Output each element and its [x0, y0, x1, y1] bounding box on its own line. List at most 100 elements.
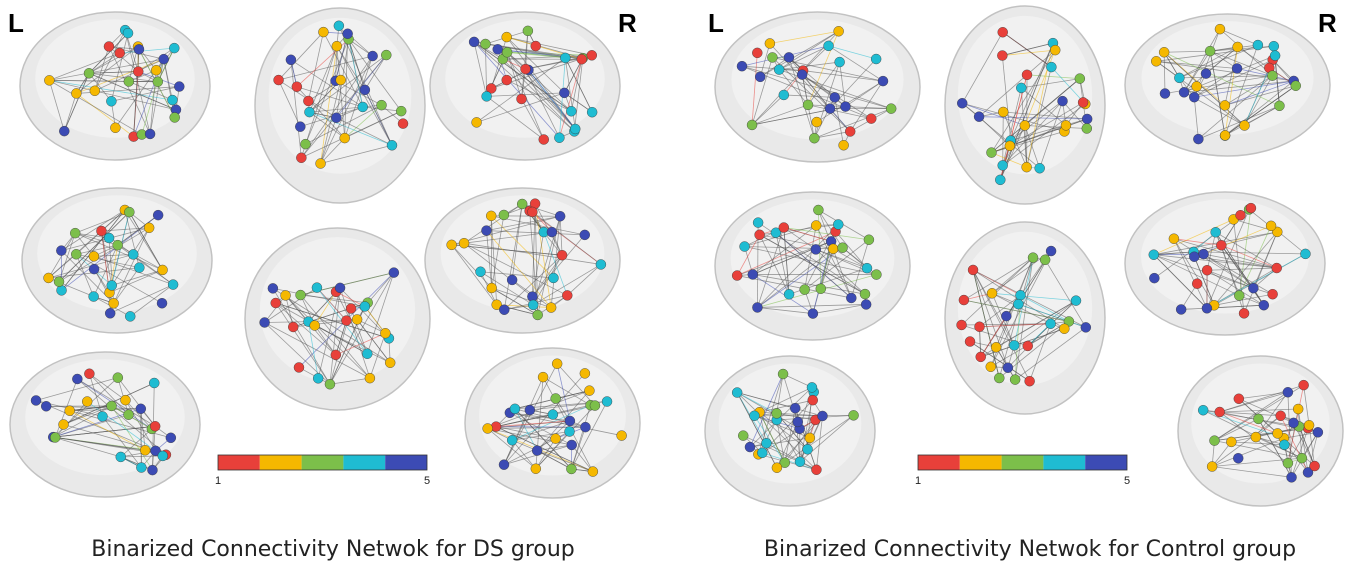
node	[123, 28, 133, 38]
node	[871, 54, 881, 64]
node	[368, 51, 378, 61]
node	[301, 139, 311, 149]
colorbar-min: 1	[915, 475, 921, 487]
node	[839, 140, 849, 150]
node	[559, 88, 569, 98]
node	[1174, 73, 1184, 83]
node	[140, 445, 150, 455]
node	[1013, 299, 1023, 309]
node	[113, 373, 123, 383]
node	[98, 411, 108, 421]
node	[1050, 45, 1060, 55]
node	[1179, 87, 1189, 97]
brain-view	[945, 222, 1105, 414]
node	[1239, 308, 1249, 318]
node	[481, 226, 491, 236]
node	[1234, 291, 1244, 301]
node	[1071, 296, 1081, 306]
node	[96, 226, 106, 236]
colorbar-segment	[260, 455, 302, 470]
node	[1274, 101, 1284, 111]
node	[387, 140, 397, 150]
node	[778, 369, 788, 379]
node	[113, 240, 123, 250]
colorbar-segment	[1085, 455, 1127, 470]
node	[1283, 387, 1293, 397]
node	[54, 277, 64, 287]
node	[861, 299, 871, 309]
node	[502, 47, 512, 57]
node	[1078, 97, 1088, 107]
node	[840, 102, 850, 112]
node	[1151, 56, 1161, 66]
brain-view	[22, 188, 212, 333]
node	[533, 310, 543, 320]
node	[1276, 411, 1286, 421]
node	[825, 104, 835, 114]
node	[755, 72, 765, 82]
node	[968, 265, 978, 275]
node	[292, 82, 302, 92]
node	[365, 373, 375, 383]
node	[89, 292, 99, 302]
node	[1046, 62, 1056, 72]
node	[447, 240, 457, 250]
node	[116, 452, 126, 462]
node	[169, 43, 179, 53]
node	[748, 269, 758, 279]
node	[125, 311, 135, 321]
node	[59, 419, 69, 429]
node	[381, 50, 391, 60]
node	[153, 210, 163, 220]
node	[749, 411, 759, 421]
node	[998, 107, 1008, 117]
node	[531, 464, 541, 474]
node	[538, 372, 548, 382]
node	[502, 32, 512, 42]
node	[991, 342, 1001, 352]
node	[115, 48, 125, 58]
node	[1035, 163, 1045, 173]
node	[174, 82, 184, 92]
node	[310, 321, 320, 331]
node	[809, 133, 819, 143]
node	[1239, 121, 1249, 131]
left-label: L	[8, 8, 24, 38]
node	[547, 227, 557, 237]
node	[274, 75, 284, 85]
node	[761, 438, 771, 448]
figure: 1515LRBinarized Connectivity Netwok for …	[0, 0, 1347, 564]
node	[845, 126, 855, 136]
node	[732, 388, 742, 398]
node	[482, 91, 492, 101]
node	[587, 107, 597, 117]
colorbar-segment	[960, 455, 1002, 470]
caption: Binarized Connectivity Netwok for DS gro…	[91, 537, 575, 562]
node	[1273, 428, 1283, 438]
node	[886, 104, 896, 114]
node	[565, 416, 575, 426]
node	[1028, 253, 1038, 263]
node	[570, 124, 580, 134]
node	[134, 263, 144, 273]
node	[566, 106, 576, 116]
node	[1020, 121, 1030, 131]
node	[502, 75, 512, 85]
node	[158, 265, 168, 275]
node	[1268, 289, 1278, 299]
node	[312, 283, 322, 293]
node	[1253, 40, 1263, 50]
node	[986, 362, 996, 372]
node	[828, 244, 838, 254]
node	[816, 284, 826, 294]
node	[871, 270, 881, 280]
brain-view	[715, 192, 910, 340]
node	[104, 233, 114, 243]
node	[957, 320, 967, 330]
node	[1025, 376, 1035, 386]
node	[136, 463, 146, 473]
node	[523, 26, 533, 36]
node	[325, 379, 335, 389]
node	[1216, 240, 1226, 250]
brain-view	[715, 12, 920, 162]
